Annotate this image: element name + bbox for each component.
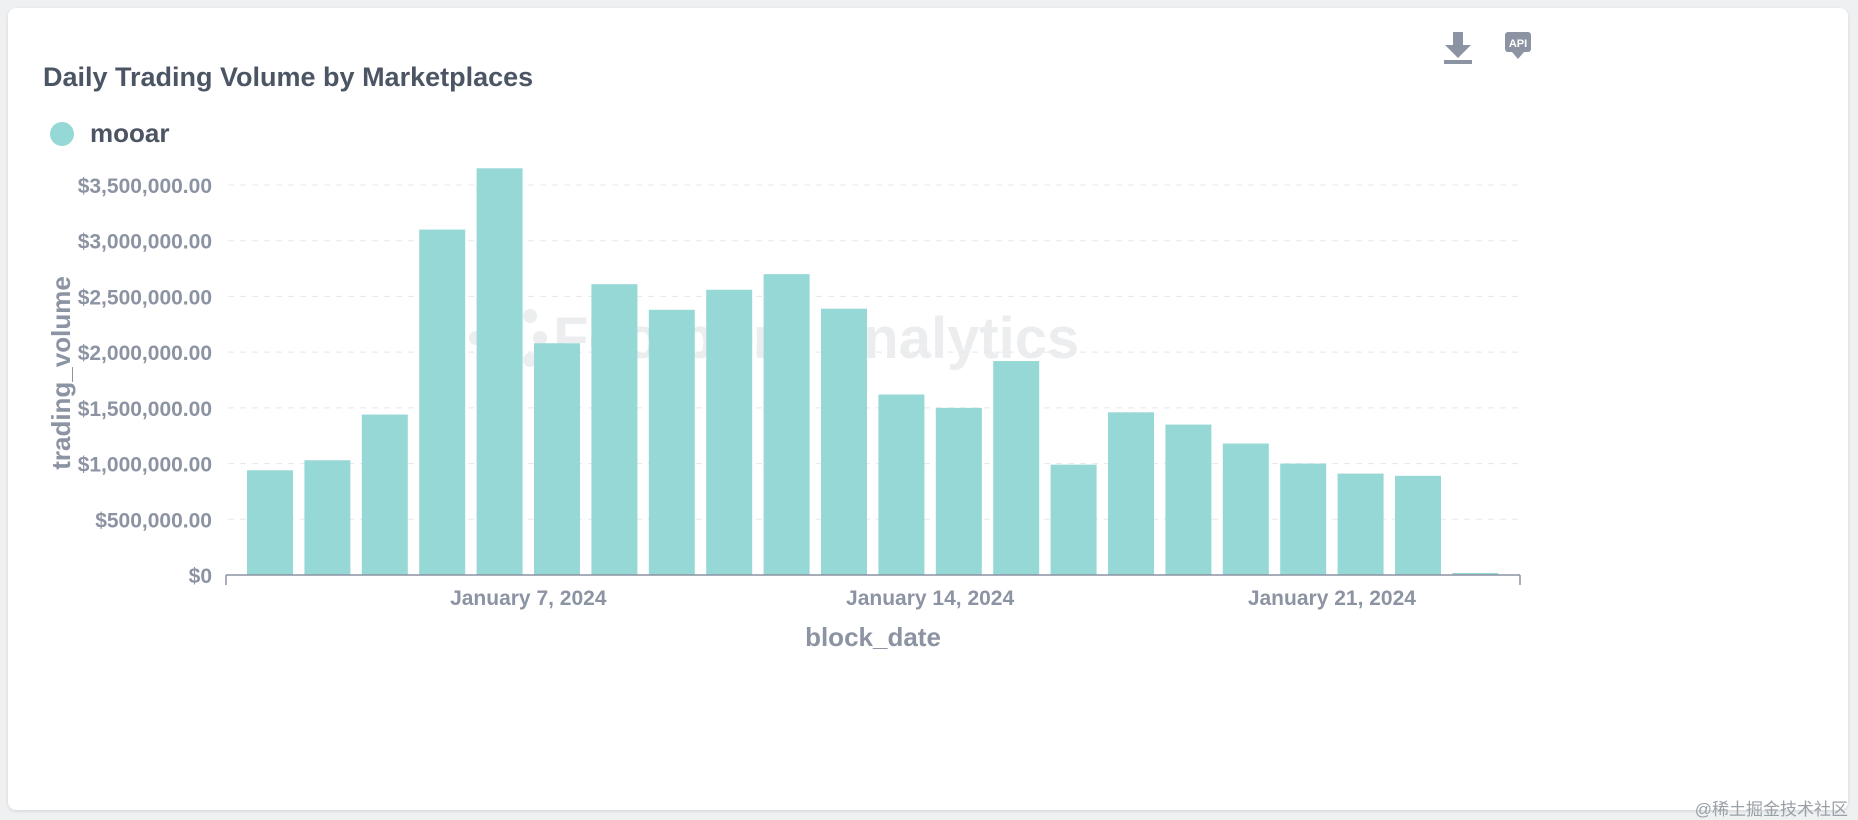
bar[interactable] [534, 343, 580, 575]
x-tick-labels: January 7, 2024 January 14, 2024 January 2… [450, 587, 1416, 610]
bar[interactable] [1452, 573, 1499, 575]
download-icon [1444, 32, 1472, 64]
bar[interactable] [361, 414, 408, 575]
y-tick-label: $0 [189, 565, 212, 588]
y-tick-label: $3,000,000.00 [78, 231, 212, 254]
api-button[interactable]: API [1498, 28, 1538, 68]
x-axis-label: block_date [805, 622, 941, 652]
bar[interactable] [304, 460, 351, 575]
y-tick-label: $1,000,000.00 [78, 454, 212, 477]
bar[interactable] [591, 284, 638, 575]
axes [225, 574, 1521, 585]
bar[interactable] [1337, 473, 1384, 575]
bar[interactable] [993, 361, 1040, 575]
bar[interactable] [419, 229, 466, 576]
download-button[interactable] [1438, 28, 1478, 68]
x-tick-label: January 7, 2024 [450, 587, 607, 610]
bar[interactable] [878, 394, 925, 575]
x-tick-label: January 21, 2024 [1248, 587, 1416, 610]
chart-title: Daily Trading Volume by Marketplaces [43, 62, 534, 92]
corner-watermark: @稀土掘金技术社区 [1694, 800, 1848, 819]
y-axis-label: trading_volume [46, 276, 76, 470]
x-tick-label: January 14, 2024 [846, 587, 1014, 610]
bar[interactable] [648, 309, 695, 575]
bar[interactable] [1222, 443, 1269, 575]
y-tick-label: $2,000,000.00 [78, 342, 212, 365]
api-icon: API [1505, 32, 1531, 59]
legend-label-mooar[interactable]: mooar [90, 118, 170, 148]
bar[interactable] [821, 308, 867, 575]
bars [247, 168, 1499, 576]
api-icon-label: API [1509, 38, 1527, 50]
chart-card: Footprint Analytics $0 $500,000.00 $1,000,… [8, 8, 1848, 810]
y-tick-labels: $0 $500,000.00 $1,000,000.00 $1,500,000.00 $… [78, 175, 212, 588]
bar[interactable] [706, 289, 753, 575]
legend: mooar [50, 118, 169, 149]
bar[interactable] [1108, 412, 1154, 575]
bar-chart: Footprint Analytics $0 $500,000.00 $1,000,… [46, 168, 1521, 652]
y-tick-label: $500,000.00 [95, 509, 212, 532]
y-tick-label: $1,500,000.00 [78, 398, 212, 421]
bar[interactable] [247, 470, 293, 575]
watermark-text: Footprint Analytics [553, 306, 1079, 371]
y-tick-label: $3,500,000.00 [78, 175, 212, 198]
bar[interactable] [1165, 424, 1212, 575]
y-tick-label: $2,500,000.00 [78, 286, 212, 309]
bar[interactable] [1050, 464, 1097, 575]
bar[interactable] [476, 168, 523, 576]
bar[interactable] [763, 274, 810, 575]
bar[interactable] [935, 407, 982, 575]
bar[interactable] [1395, 475, 1441, 575]
bar[interactable] [1280, 463, 1327, 575]
legend-swatch [50, 121, 74, 146]
